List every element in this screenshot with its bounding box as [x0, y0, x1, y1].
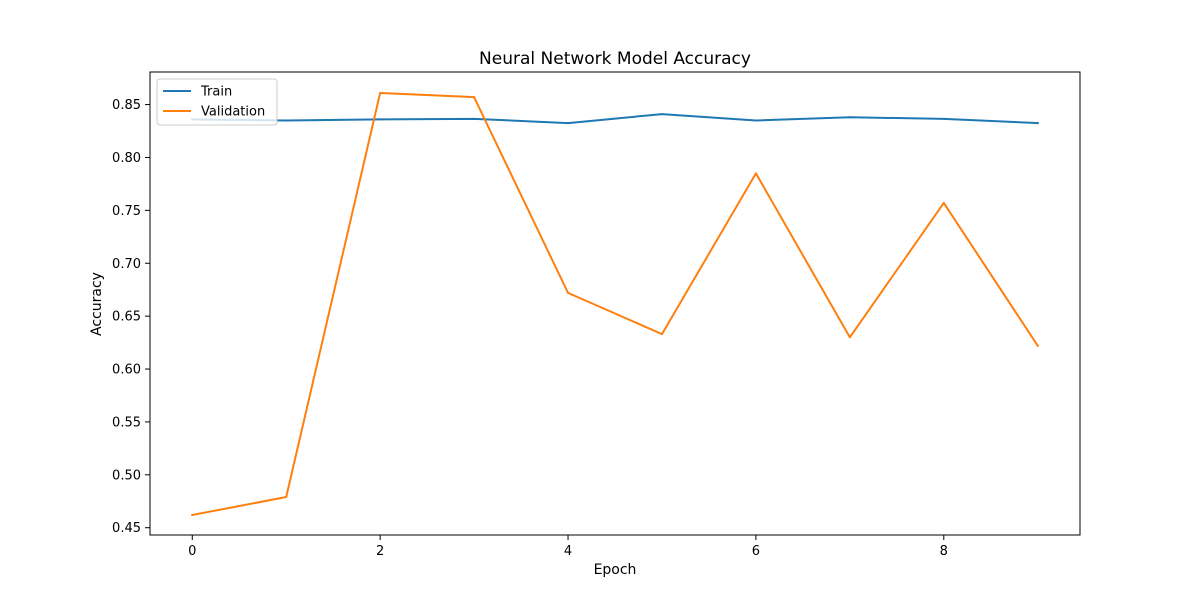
x-tick-label: 4: [564, 544, 572, 559]
train-data-point: [379, 118, 382, 121]
y-tick-label: 0.50: [112, 468, 141, 483]
plot-frame: [149, 71, 1081, 536]
axis-ticks: 0 2 4 6 8 0.45 0.50 0.55 0.60 0.65 0.70 0.75 0.80 0.8…: [112, 98, 948, 559]
legend-label-train: Train: [200, 85, 232, 100]
validation-data-point: [285, 496, 288, 499]
x-tick-label: 0: [188, 544, 196, 559]
legend: Train Validation: [156, 78, 278, 126]
train-data-point: [660, 113, 663, 116]
y-tick-label: 0.65: [112, 310, 141, 325]
train-series-line: [191, 113, 1039, 125]
validation-data-point: [379, 91, 382, 94]
train-data-point: [754, 119, 757, 122]
y-tick-label: 0.70: [112, 257, 141, 272]
train-data-point: [567, 122, 570, 125]
train-data-point: [285, 119, 288, 122]
train-data-point: [848, 116, 851, 119]
validation-series-line: [191, 91, 1040, 517]
validation-data-point: [942, 201, 945, 204]
validation-data-point: [191, 514, 194, 517]
y-tick-label: 0.55: [112, 415, 141, 430]
x-tick-label: 6: [752, 544, 760, 559]
validation-data-point: [754, 172, 757, 175]
train-data-point: [1036, 122, 1039, 125]
train-data-point: [942, 117, 945, 120]
series-lines: [191, 91, 1040, 517]
validation-data-point: [660, 333, 663, 336]
y-tick-label: 0.75: [112, 204, 141, 219]
legend-label-validation: Validation: [201, 105, 265, 120]
y-tick-label: 0.80: [112, 151, 141, 166]
chart-title: Neural Network Model Accuracy: [479, 49, 751, 69]
validation-data-point: [848, 336, 851, 339]
y-tick-label: 0.60: [112, 363, 141, 378]
y-tick-label: 0.85: [112, 98, 141, 113]
train-data-point: [473, 117, 476, 120]
validation-data-point: [567, 291, 570, 294]
y-tick-label: 0.45: [112, 521, 141, 536]
y-axis-label: Accuracy: [89, 272, 105, 336]
x-tick-label: 8: [940, 544, 948, 559]
x-tick-label: 2: [376, 544, 384, 559]
validation-data-point: [473, 96, 476, 99]
validation-data-point: [1036, 344, 1039, 347]
x-axis-label: Epoch: [594, 562, 637, 578]
